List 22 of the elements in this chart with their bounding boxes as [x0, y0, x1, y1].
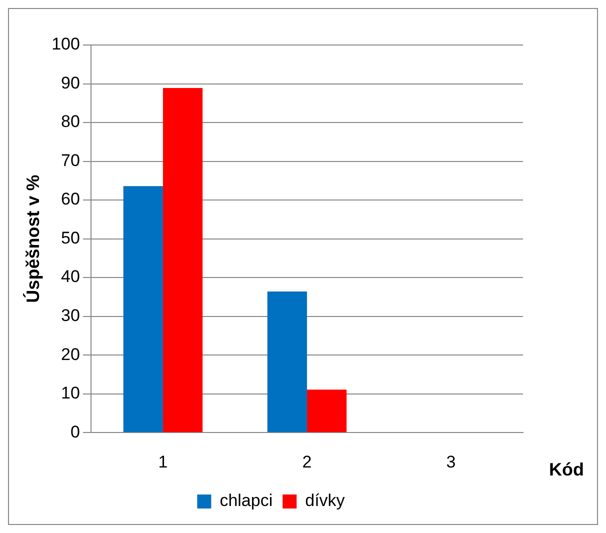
- y-tick-label: 30: [61, 306, 80, 326]
- y-tick-label: 60: [61, 190, 80, 209]
- x-tick-label: 1: [158, 452, 168, 472]
- legend-label: dívky: [305, 491, 346, 510]
- y-tick-label: 0: [70, 422, 80, 442]
- x-tick-label: 2: [302, 452, 312, 472]
- y-axis-title: Úspěšnost v %: [22, 174, 43, 303]
- bar: [306, 390, 347, 432]
- y-tick-label: 20: [61, 344, 80, 364]
- y-tick-label: 100: [52, 34, 80, 54]
- x-axis-title: Kód: [549, 460, 584, 480]
- bar: [267, 292, 307, 432]
- y-tick-label: 90: [61, 73, 80, 92]
- y-tick-label: 80: [61, 112, 80, 132]
- legend-label: chlapci: [220, 491, 273, 510]
- bar: [162, 88, 203, 432]
- y-tick-label: 50: [61, 228, 80, 248]
- y-tick-label: 40: [61, 267, 80, 286]
- y-tick-label: 10: [61, 384, 80, 403]
- bar: [123, 186, 163, 432]
- y-tick-label: 70: [61, 150, 80, 170]
- x-tick-label: 3: [446, 452, 456, 472]
